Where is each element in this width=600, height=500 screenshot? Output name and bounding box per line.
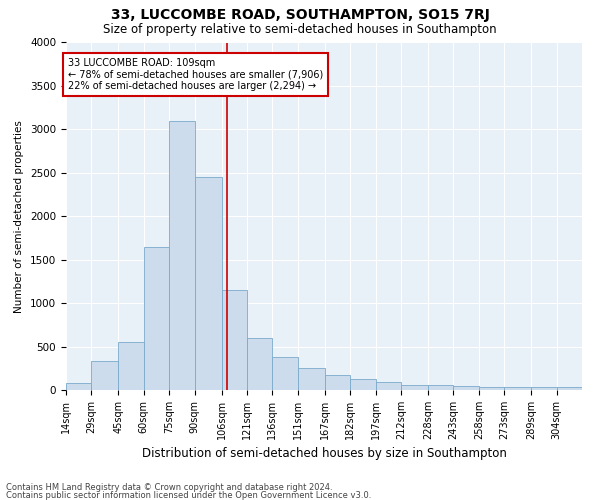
- Y-axis label: Number of semi-detached properties: Number of semi-detached properties: [14, 120, 25, 312]
- X-axis label: Distribution of semi-detached houses by size in Southampton: Distribution of semi-detached houses by …: [142, 448, 506, 460]
- Text: Size of property relative to semi-detached houses in Southampton: Size of property relative to semi-detach…: [103, 22, 497, 36]
- Bar: [272, 358, 298, 390]
- Bar: [91, 361, 118, 390]
- Bar: [350, 379, 376, 390]
- Bar: [221, 290, 247, 390]
- Bar: [169, 120, 194, 390]
- Bar: [428, 385, 454, 390]
- Bar: [144, 246, 169, 390]
- Bar: [504, 388, 531, 390]
- Bar: [247, 338, 272, 390]
- Bar: [401, 385, 428, 390]
- Bar: [557, 388, 582, 390]
- Bar: [479, 388, 504, 390]
- Bar: [531, 388, 557, 390]
- Bar: [118, 342, 144, 390]
- Bar: [454, 386, 479, 390]
- Bar: [194, 177, 221, 390]
- Text: 33, LUCCOMBE ROAD, SOUTHAMPTON, SO15 7RJ: 33, LUCCOMBE ROAD, SOUTHAMPTON, SO15 7RJ: [110, 8, 490, 22]
- Bar: [66, 383, 91, 390]
- Bar: [376, 382, 401, 390]
- Bar: [325, 375, 350, 390]
- Text: Contains HM Land Registry data © Crown copyright and database right 2024.: Contains HM Land Registry data © Crown c…: [6, 484, 332, 492]
- Text: Contains public sector information licensed under the Open Government Licence v3: Contains public sector information licen…: [6, 490, 371, 500]
- Bar: [298, 368, 325, 390]
- Text: 33 LUCCOMBE ROAD: 109sqm
← 78% of semi-detached houses are smaller (7,906)
22% o: 33 LUCCOMBE ROAD: 109sqm ← 78% of semi-d…: [68, 58, 323, 92]
